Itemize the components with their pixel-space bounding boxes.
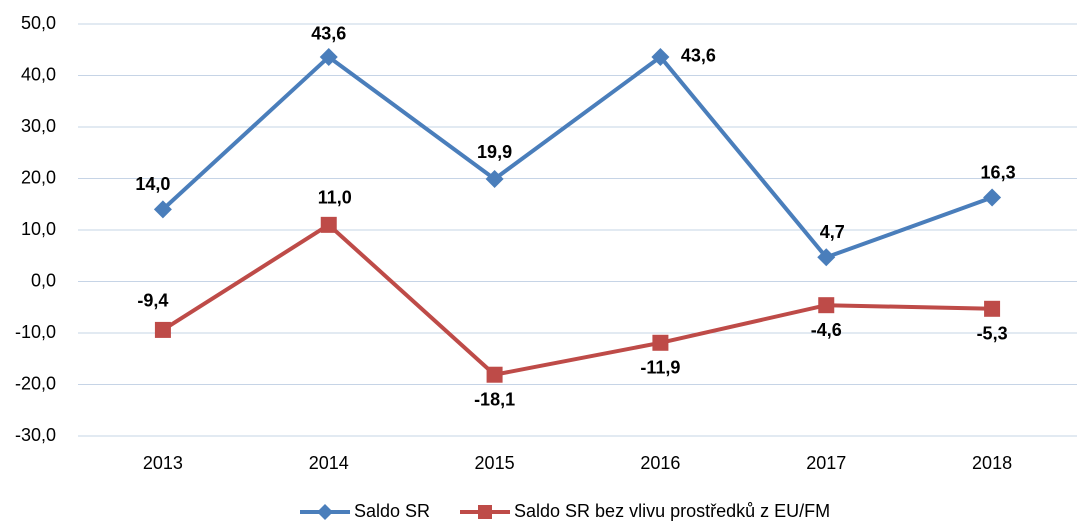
marker xyxy=(652,334,669,351)
x-tick-label: 2013 xyxy=(143,453,183,473)
marker xyxy=(817,248,836,267)
y-tick-label: 30,0 xyxy=(21,116,56,136)
y-tick-label: -30,0 xyxy=(15,425,56,445)
data-label: 14,0 xyxy=(135,174,170,194)
line xyxy=(161,222,993,377)
data-label: 4,7 xyxy=(820,222,845,242)
legend-label: Saldo SR bez vlivu prostředků z EU/FM xyxy=(514,501,830,521)
marker xyxy=(485,170,504,189)
data-label: 16,3 xyxy=(981,162,1016,182)
y-tick-label: -20,0 xyxy=(15,373,56,393)
marker xyxy=(154,321,171,338)
data-label: 43,6 xyxy=(681,46,716,66)
y-tick-label: 20,0 xyxy=(21,167,56,187)
x-tick-label: 2016 xyxy=(640,453,680,473)
marker xyxy=(984,300,1001,317)
x-tick-label: 2018 xyxy=(972,453,1012,473)
legend-marker xyxy=(317,504,333,520)
legend-label: Saldo SR xyxy=(354,501,430,521)
data-label: -18,1 xyxy=(474,389,515,409)
data-label: -5,3 xyxy=(977,324,1008,344)
data-label: -9,4 xyxy=(137,291,168,311)
data-label: -4,6 xyxy=(811,320,842,340)
data-label: -11,9 xyxy=(640,358,680,378)
x-tick-label: 2014 xyxy=(309,453,349,473)
marker xyxy=(818,297,835,314)
y-tick-label: 40,0 xyxy=(21,64,56,84)
legend-marker xyxy=(478,505,492,519)
marker xyxy=(651,47,670,66)
x-tick-label: 2015 xyxy=(475,453,515,473)
line xyxy=(161,54,993,260)
marker xyxy=(153,200,172,219)
marker xyxy=(319,47,338,66)
marker xyxy=(486,366,503,383)
y-tick-label: 0,0 xyxy=(31,270,56,290)
y-tick-label: -10,0 xyxy=(15,322,56,342)
data-label: 11,0 xyxy=(318,188,352,208)
marker xyxy=(983,188,1002,207)
data-label: 43,6 xyxy=(311,24,346,44)
y-tick-label: 10,0 xyxy=(21,219,56,239)
y-tick-label: 50,0 xyxy=(21,13,56,33)
marker xyxy=(320,216,337,233)
data-label: 19,9 xyxy=(477,142,512,162)
x-tick-label: 2017 xyxy=(806,453,846,473)
